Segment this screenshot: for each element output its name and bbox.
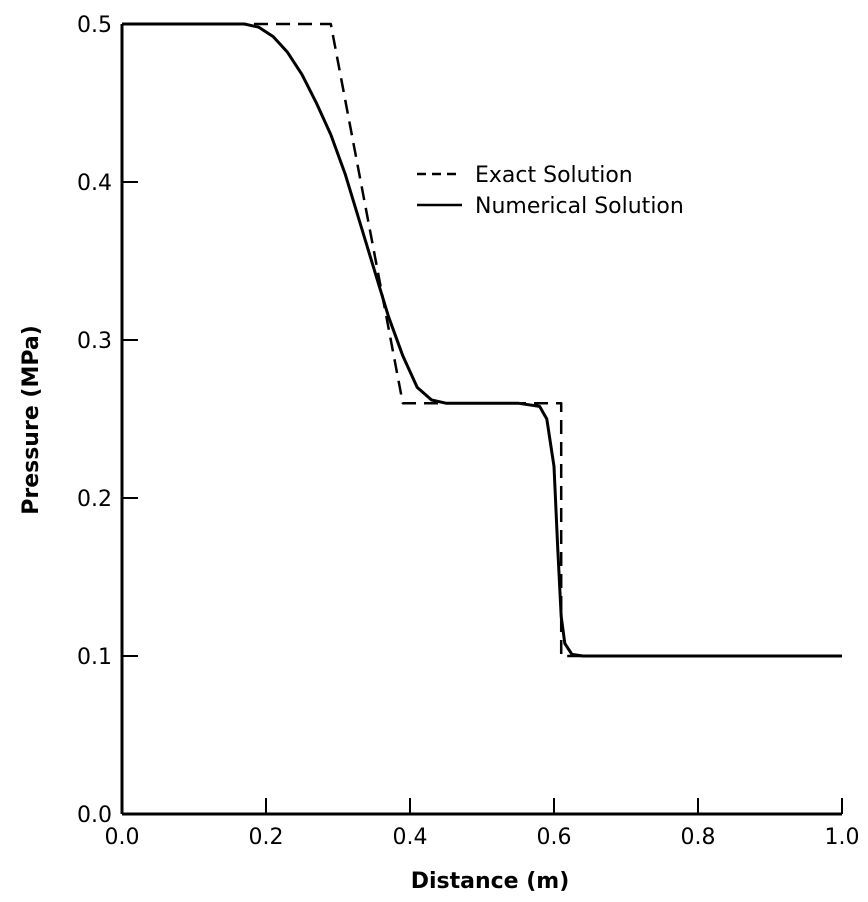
x-tick-label: 0.8: [681, 825, 716, 850]
x-tick-label: 0.6: [537, 825, 572, 850]
legend: Exact Solution Numerical Solution: [417, 163, 684, 219]
y-tick-label: 0.1: [77, 645, 112, 670]
x-tick-label: 0.0: [105, 825, 140, 850]
x-tick-label: 0.4: [393, 825, 428, 850]
y-tick-label: 0.5: [77, 13, 112, 38]
x-axis-label: Distance (m): [411, 869, 570, 894]
y-ticks: 0.0 0.1 0.2 0.3 0.4 0.5: [77, 13, 138, 828]
numerical-solution-line: [122, 22, 842, 658]
legend-label-exact: Exact Solution: [475, 163, 633, 188]
x-tick-label: 1.0: [825, 825, 860, 850]
legend-label-numerical: Numerical Solution: [475, 194, 684, 219]
axes: [120, 24, 842, 816]
y-tick-label: 0.3: [77, 329, 112, 354]
series-layer: [122, 22, 842, 658]
y-axis-label: Pressure (MPa): [19, 325, 44, 515]
x-ticks: 0.0 0.2 0.4 0.6 0.8 1.0: [105, 798, 860, 850]
y-tick-label: 0.0: [77, 803, 112, 828]
y-tick-label: 0.2: [77, 487, 112, 512]
y-tick-label: 0.4: [77, 171, 112, 196]
x-tick-label: 0.2: [249, 825, 284, 850]
exact-solution-line: [122, 22, 842, 658]
